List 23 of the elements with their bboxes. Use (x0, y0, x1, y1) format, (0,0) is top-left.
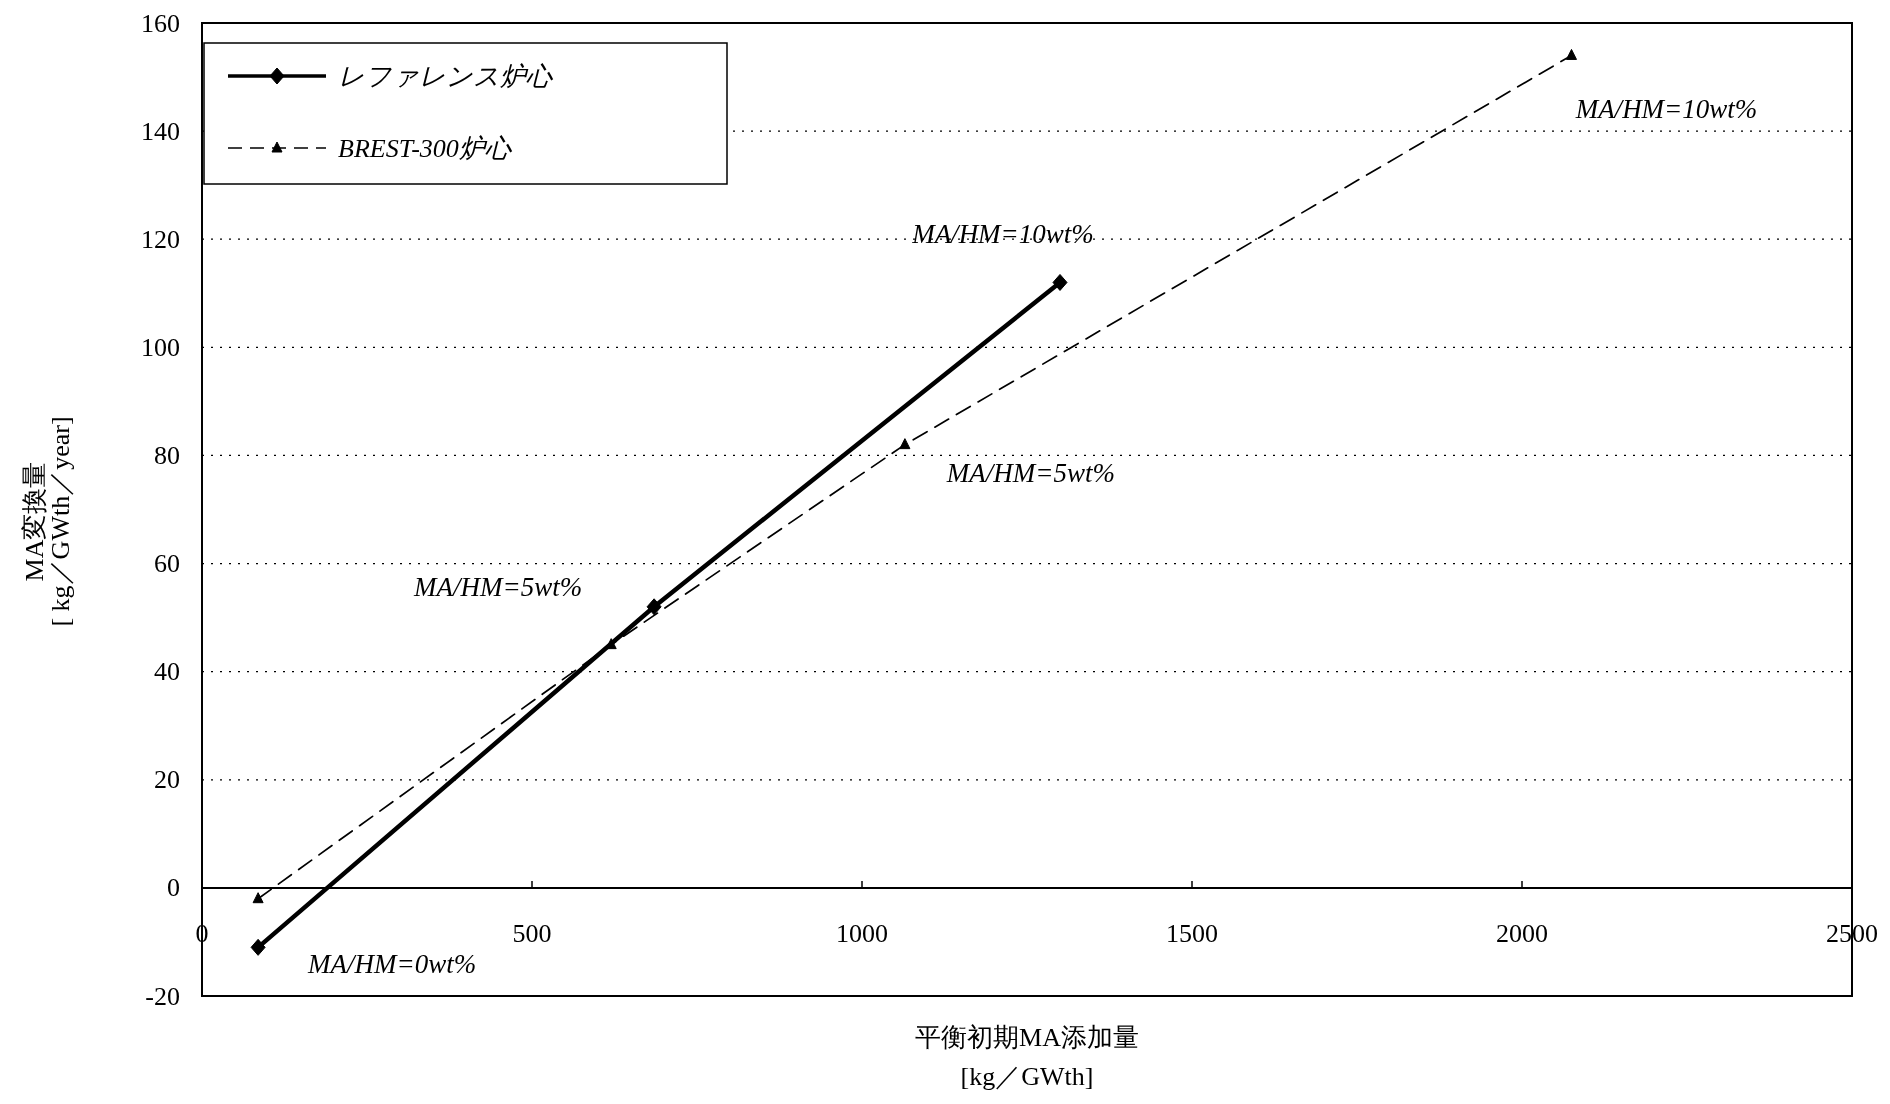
x-tick-label: 1500 (1166, 919, 1218, 949)
y-tick-label: 0 (167, 873, 180, 903)
y-tick-label: 160 (141, 8, 180, 38)
y-tick-label: -20 (145, 981, 180, 1011)
annotation: MA/HM=5wt% (946, 457, 1115, 488)
y-tick-label: 20 (154, 765, 180, 795)
y-label: MA変換量 [ kg／GWth／year] (20, 416, 75, 627)
annotation: MA/HM=5wt% (414, 571, 583, 602)
legend-label: BREST-300炉心 (338, 133, 511, 163)
legend-label: レファレンス炉心 (338, 61, 552, 91)
annotation: MA/HM=10wt% (912, 219, 1094, 250)
y-tick-label: 140 (141, 116, 180, 146)
annotation: MA/HM=10wt% (1575, 94, 1758, 125)
y-tick-label: 60 (154, 549, 180, 579)
y-tick-label: 80 (154, 440, 180, 470)
x-tick-label: 1000 (836, 919, 888, 949)
x-tick-label: 500 (512, 919, 552, 949)
annotation: MA/HM=0wt% (308, 949, 477, 980)
x-label: 平衡初期MA添加量 [kg／GWth] (915, 1023, 1139, 1091)
y-tick-label: 40 (154, 657, 180, 687)
x-tick-label: 2000 (1496, 919, 1548, 949)
y-tick-label: 100 (141, 332, 180, 362)
y-tick-label: 120 (141, 224, 180, 254)
